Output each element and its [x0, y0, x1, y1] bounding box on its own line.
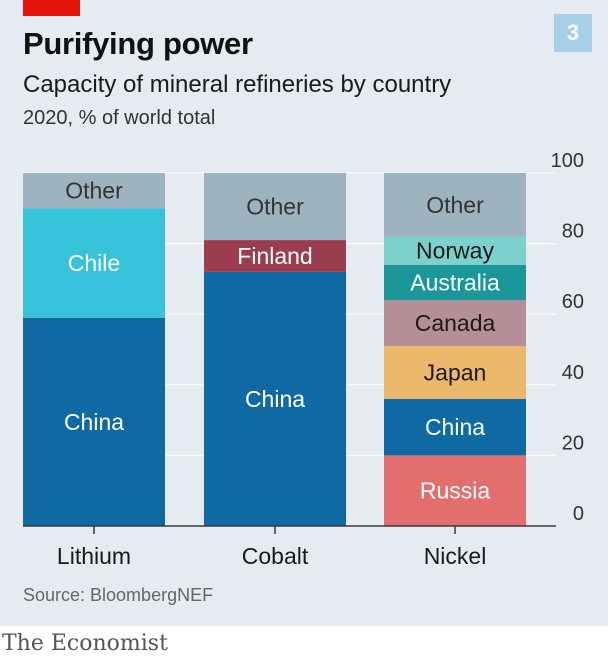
- publisher-wordmark: The Economist: [2, 631, 168, 656]
- segment-label: Chile: [68, 250, 120, 276]
- segment-label: Australia: [410, 269, 500, 295]
- segment-label: China: [245, 386, 305, 412]
- bar-segment-australia: [384, 264, 526, 301]
- bar-segment-other: [384, 173, 526, 237]
- bar-segment-japan: [384, 345, 526, 399]
- segment-label: China: [64, 409, 124, 435]
- segment-label: Norway: [416, 238, 494, 264]
- x-category-label: Nickel: [424, 543, 487, 569]
- bar-segment-chile: [23, 208, 165, 318]
- bar-segment-canada: [384, 300, 526, 346]
- segment-label: Finland: [237, 243, 312, 269]
- stacked-bar-chart: 0 20 40 60 80 100 China Chile Other Lithium China F…: [23, 150, 584, 569]
- x-category-label: Cobalt: [242, 543, 309, 569]
- bar-segment-other: [23, 173, 165, 209]
- y-tick-label: 40: [562, 362, 584, 384]
- segment-label: Other: [426, 192, 484, 218]
- source-note: Source: BloombergNEF: [23, 585, 214, 605]
- chart-subtitle: Capacity of mineral refineries by countr…: [23, 71, 452, 98]
- segment-label: China: [425, 414, 485, 440]
- bar-segment-norway: [384, 236, 526, 265]
- x-category-label: Lithium: [57, 543, 131, 569]
- segment-label: Canada: [415, 310, 496, 336]
- bar-segment-other: [204, 173, 346, 241]
- bar-segment-finland: [204, 240, 346, 272]
- chart-card: Purifying power 3 Capacity of mineral re…: [0, 0, 608, 626]
- bar-segment-china: [384, 398, 526, 456]
- brand-red-bar: [23, 0, 80, 16]
- segment-label: Russia: [420, 478, 491, 504]
- bar-segment-china: [23, 317, 165, 526]
- chart-number-badge: 3: [554, 14, 592, 52]
- bar-segment-china: [204, 271, 346, 526]
- segment-label: Other: [65, 178, 123, 204]
- segment-label: Other: [246, 194, 304, 220]
- y-tick-label: 60: [562, 291, 584, 313]
- bar-segment-russia: [384, 455, 526, 526]
- chart-unit-note: 2020, % of world total: [23, 107, 216, 129]
- y-tick-label: 0: [573, 503, 584, 525]
- chart-title: Purifying power: [23, 26, 253, 61]
- y-tick-label: 20: [562, 432, 584, 454]
- segment-label: Japan: [424, 359, 487, 385]
- y-tick-label: 80: [562, 221, 584, 243]
- y-tick-label: 100: [551, 150, 584, 172]
